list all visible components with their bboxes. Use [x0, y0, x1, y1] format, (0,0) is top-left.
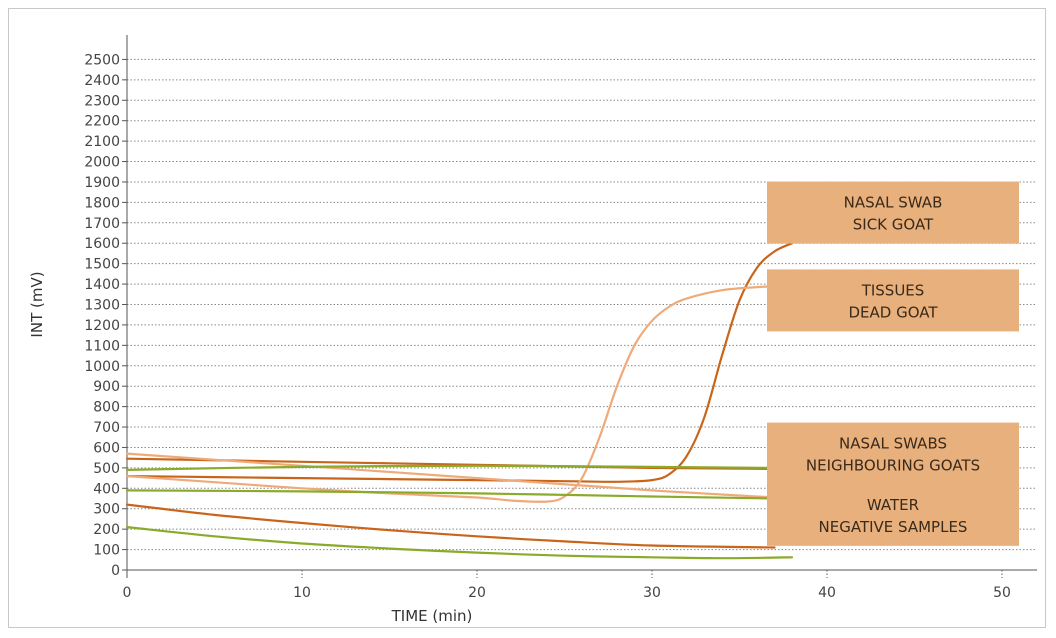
- callout-box-3: NASAL SWABS NEIGHBOURING GOATS: [767, 422, 1019, 485]
- series-line-5: [125, 503, 776, 549]
- y-tick-label: 1300: [84, 298, 120, 314]
- x-tick-label: 40: [818, 585, 836, 601]
- y-tick-label: 100: [93, 543, 120, 559]
- line-chart: 0100200300400500600700800900100011001200…: [28, 35, 1037, 625]
- callout-box-1: NASAL SWAB SICK GOAT: [767, 181, 1019, 244]
- y-tick-label: 1100: [84, 338, 120, 354]
- callout-box-2: TISSUES DEAD GOAT: [767, 269, 1019, 332]
- grid-lines: [127, 58, 1037, 551]
- callout-box-4: WATER NEGATIVE SAMPLES: [767, 483, 1019, 546]
- callout-label: NASAL SWAB: [844, 194, 943, 212]
- y-tick-label: 400: [93, 481, 120, 497]
- y-tick-label: 1900: [84, 175, 120, 191]
- x-tick-label: 50: [993, 585, 1011, 601]
- callout-background: [767, 483, 1019, 546]
- callout-label: SICK GOAT: [853, 216, 934, 234]
- y-tick-label: 2400: [84, 73, 120, 89]
- x-tick-label: 0: [123, 585, 132, 601]
- callout-background: [767, 422, 1019, 485]
- x-tick-label: 20: [468, 585, 486, 601]
- y-tick-label: 500: [93, 461, 120, 477]
- x-tick-label: 30: [643, 585, 661, 601]
- series-line-1: [125, 242, 794, 483]
- y-tick-label: 1600: [84, 236, 120, 252]
- y-tick-label: 800: [93, 400, 120, 416]
- series-line-8: [125, 526, 794, 560]
- callout-label: NEIGHBOURING GOATS: [806, 457, 980, 475]
- y-tick-label: 2100: [84, 134, 120, 150]
- y-tick-label: 600: [93, 440, 120, 456]
- y-tick-label: 2300: [84, 93, 120, 109]
- callout-label: NEGATIVE SAMPLES: [819, 518, 968, 536]
- y-tick-label: 1800: [84, 195, 120, 211]
- axes: 0100200300400500600700800900100011001200…: [84, 35, 1037, 601]
- y-tick-label: 2200: [84, 114, 120, 130]
- x-axis-title: TIME (min): [391, 607, 473, 625]
- x-tick-label: 10: [293, 585, 311, 601]
- y-tick-label: 0: [111, 563, 120, 579]
- y-tick-label: 700: [93, 420, 120, 436]
- callout-background: [767, 181, 1019, 244]
- y-tick-label: 1400: [84, 277, 120, 293]
- y-tick-label: 1200: [84, 318, 120, 334]
- y-tick-label: 1000: [84, 359, 120, 375]
- series-line-6: [125, 464, 776, 471]
- callout-label: TISSUES: [861, 281, 925, 299]
- series-line-4: [125, 452, 776, 499]
- y-tick-label: 1700: [84, 216, 120, 232]
- y-tick-label: 900: [93, 379, 120, 395]
- y-tick-label: 200: [93, 522, 120, 538]
- callout-label: DEAD GOAT: [848, 303, 938, 321]
- callout-background: [767, 269, 1019, 332]
- y-tick-label: 300: [93, 502, 120, 518]
- y-tick-label: 1500: [84, 257, 120, 273]
- y-axis-title: INT (mV): [28, 271, 46, 337]
- chart-frame: 0 100 200 300 400 500 600 700 800 900 1000 1100 1200…: [8, 8, 1046, 628]
- callout-label: NASAL SWABS: [839, 435, 947, 453]
- callout-label: WATER: [867, 496, 919, 514]
- y-tick-label: 2500: [84, 52, 120, 68]
- callouts: NASAL SWAB SICK GOAT TISSUES DEAD GOAT NASAL…: [767, 181, 1019, 546]
- y-tick-label: 2000: [84, 155, 120, 171]
- series-line-2: [125, 285, 776, 503]
- series-line-7: [125, 489, 776, 500]
- series-lines: [125, 242, 794, 560]
